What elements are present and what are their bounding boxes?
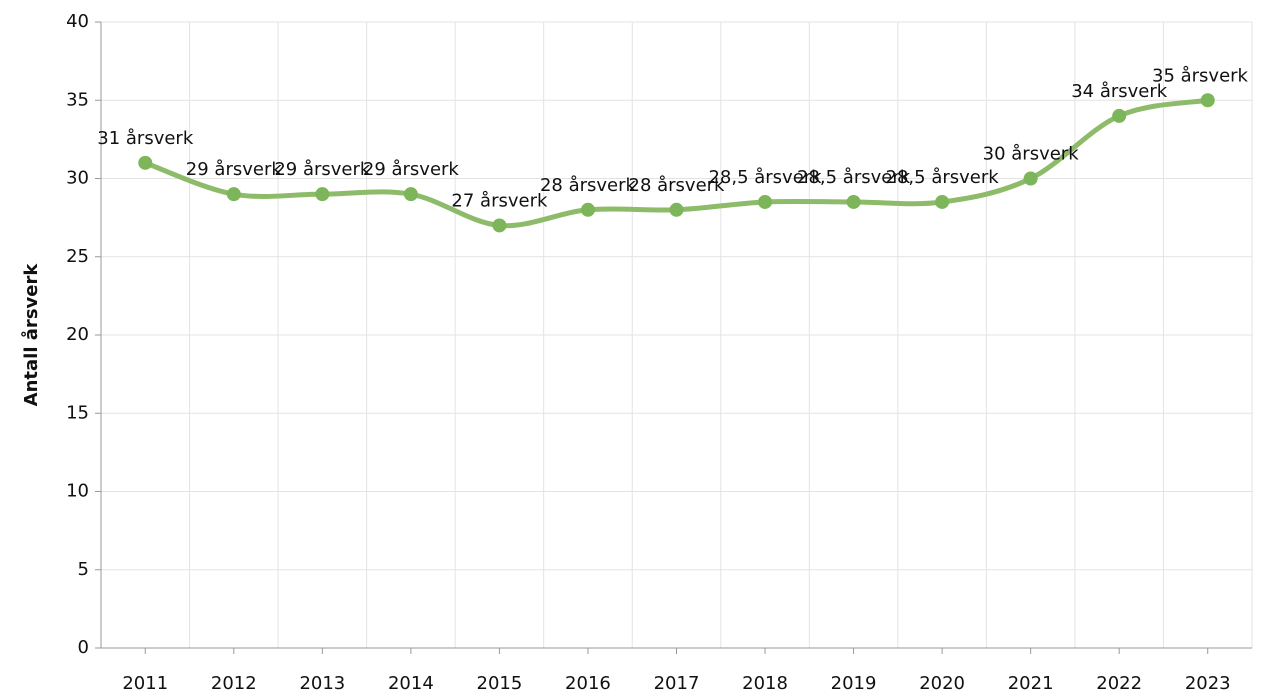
data-label: 34 årsverk xyxy=(1071,81,1168,102)
x-tick-label: 2013 xyxy=(299,673,345,693)
x-tick-label: 2023 xyxy=(1185,673,1231,693)
data-label: 30 årsverk xyxy=(983,144,1080,165)
y-tick-label: 35 xyxy=(66,89,89,110)
data-label: 28,5 årsverk xyxy=(708,167,822,188)
x-tick-label: 2020 xyxy=(919,673,965,693)
marker xyxy=(935,194,950,209)
data-label: 27 årsverk xyxy=(451,190,548,211)
marker xyxy=(758,194,773,209)
x-tick-label: 2015 xyxy=(477,673,523,693)
y-tick-label: 40 xyxy=(66,11,89,32)
data-label: 28,5 årsverk xyxy=(886,167,1000,188)
x-tick-label: 2019 xyxy=(831,673,877,693)
y-tick-label: 0 xyxy=(78,637,89,658)
y-tick-label: 5 xyxy=(78,559,89,580)
data-label: 29 årsverk xyxy=(186,159,283,180)
x-tick-label: 2018 xyxy=(742,673,788,693)
data-label: 35 årsverk xyxy=(1152,65,1249,86)
data-label: 28 årsverk xyxy=(629,175,726,196)
marker xyxy=(580,202,595,217)
marker xyxy=(1112,108,1127,123)
data-label: 29 årsverk xyxy=(363,159,460,180)
marker xyxy=(492,218,507,233)
marker xyxy=(846,194,861,209)
data-label: 29 årsverk xyxy=(274,159,371,180)
y-tick-label: 15 xyxy=(66,402,89,423)
data-label: 31 årsverk xyxy=(97,128,194,149)
marker xyxy=(403,187,418,202)
data-label: 28,5 årsverk xyxy=(797,167,911,188)
marker xyxy=(138,155,153,170)
marker xyxy=(1023,171,1038,186)
data-label: 28 årsverk xyxy=(540,175,637,196)
marker xyxy=(315,187,330,202)
marker xyxy=(226,187,241,202)
x-tick-label: 2012 xyxy=(211,673,257,693)
y-axis-label: Antall årsverk xyxy=(20,263,42,407)
x-tick-label: 2014 xyxy=(388,673,434,693)
x-tick-label: 2016 xyxy=(565,673,611,693)
marker xyxy=(1200,93,1215,108)
x-tick-label: 2022 xyxy=(1096,673,1142,693)
y-tick-label: 25 xyxy=(66,246,89,267)
x-tick-label: 2011 xyxy=(122,673,168,693)
y-tick-label: 30 xyxy=(66,168,89,189)
x-tick-label: 2021 xyxy=(1008,673,1054,693)
x-tick-label: 2017 xyxy=(654,673,700,693)
y-tick-label: 10 xyxy=(66,481,89,502)
marker xyxy=(669,202,684,217)
y-tick-label: 20 xyxy=(66,324,89,345)
